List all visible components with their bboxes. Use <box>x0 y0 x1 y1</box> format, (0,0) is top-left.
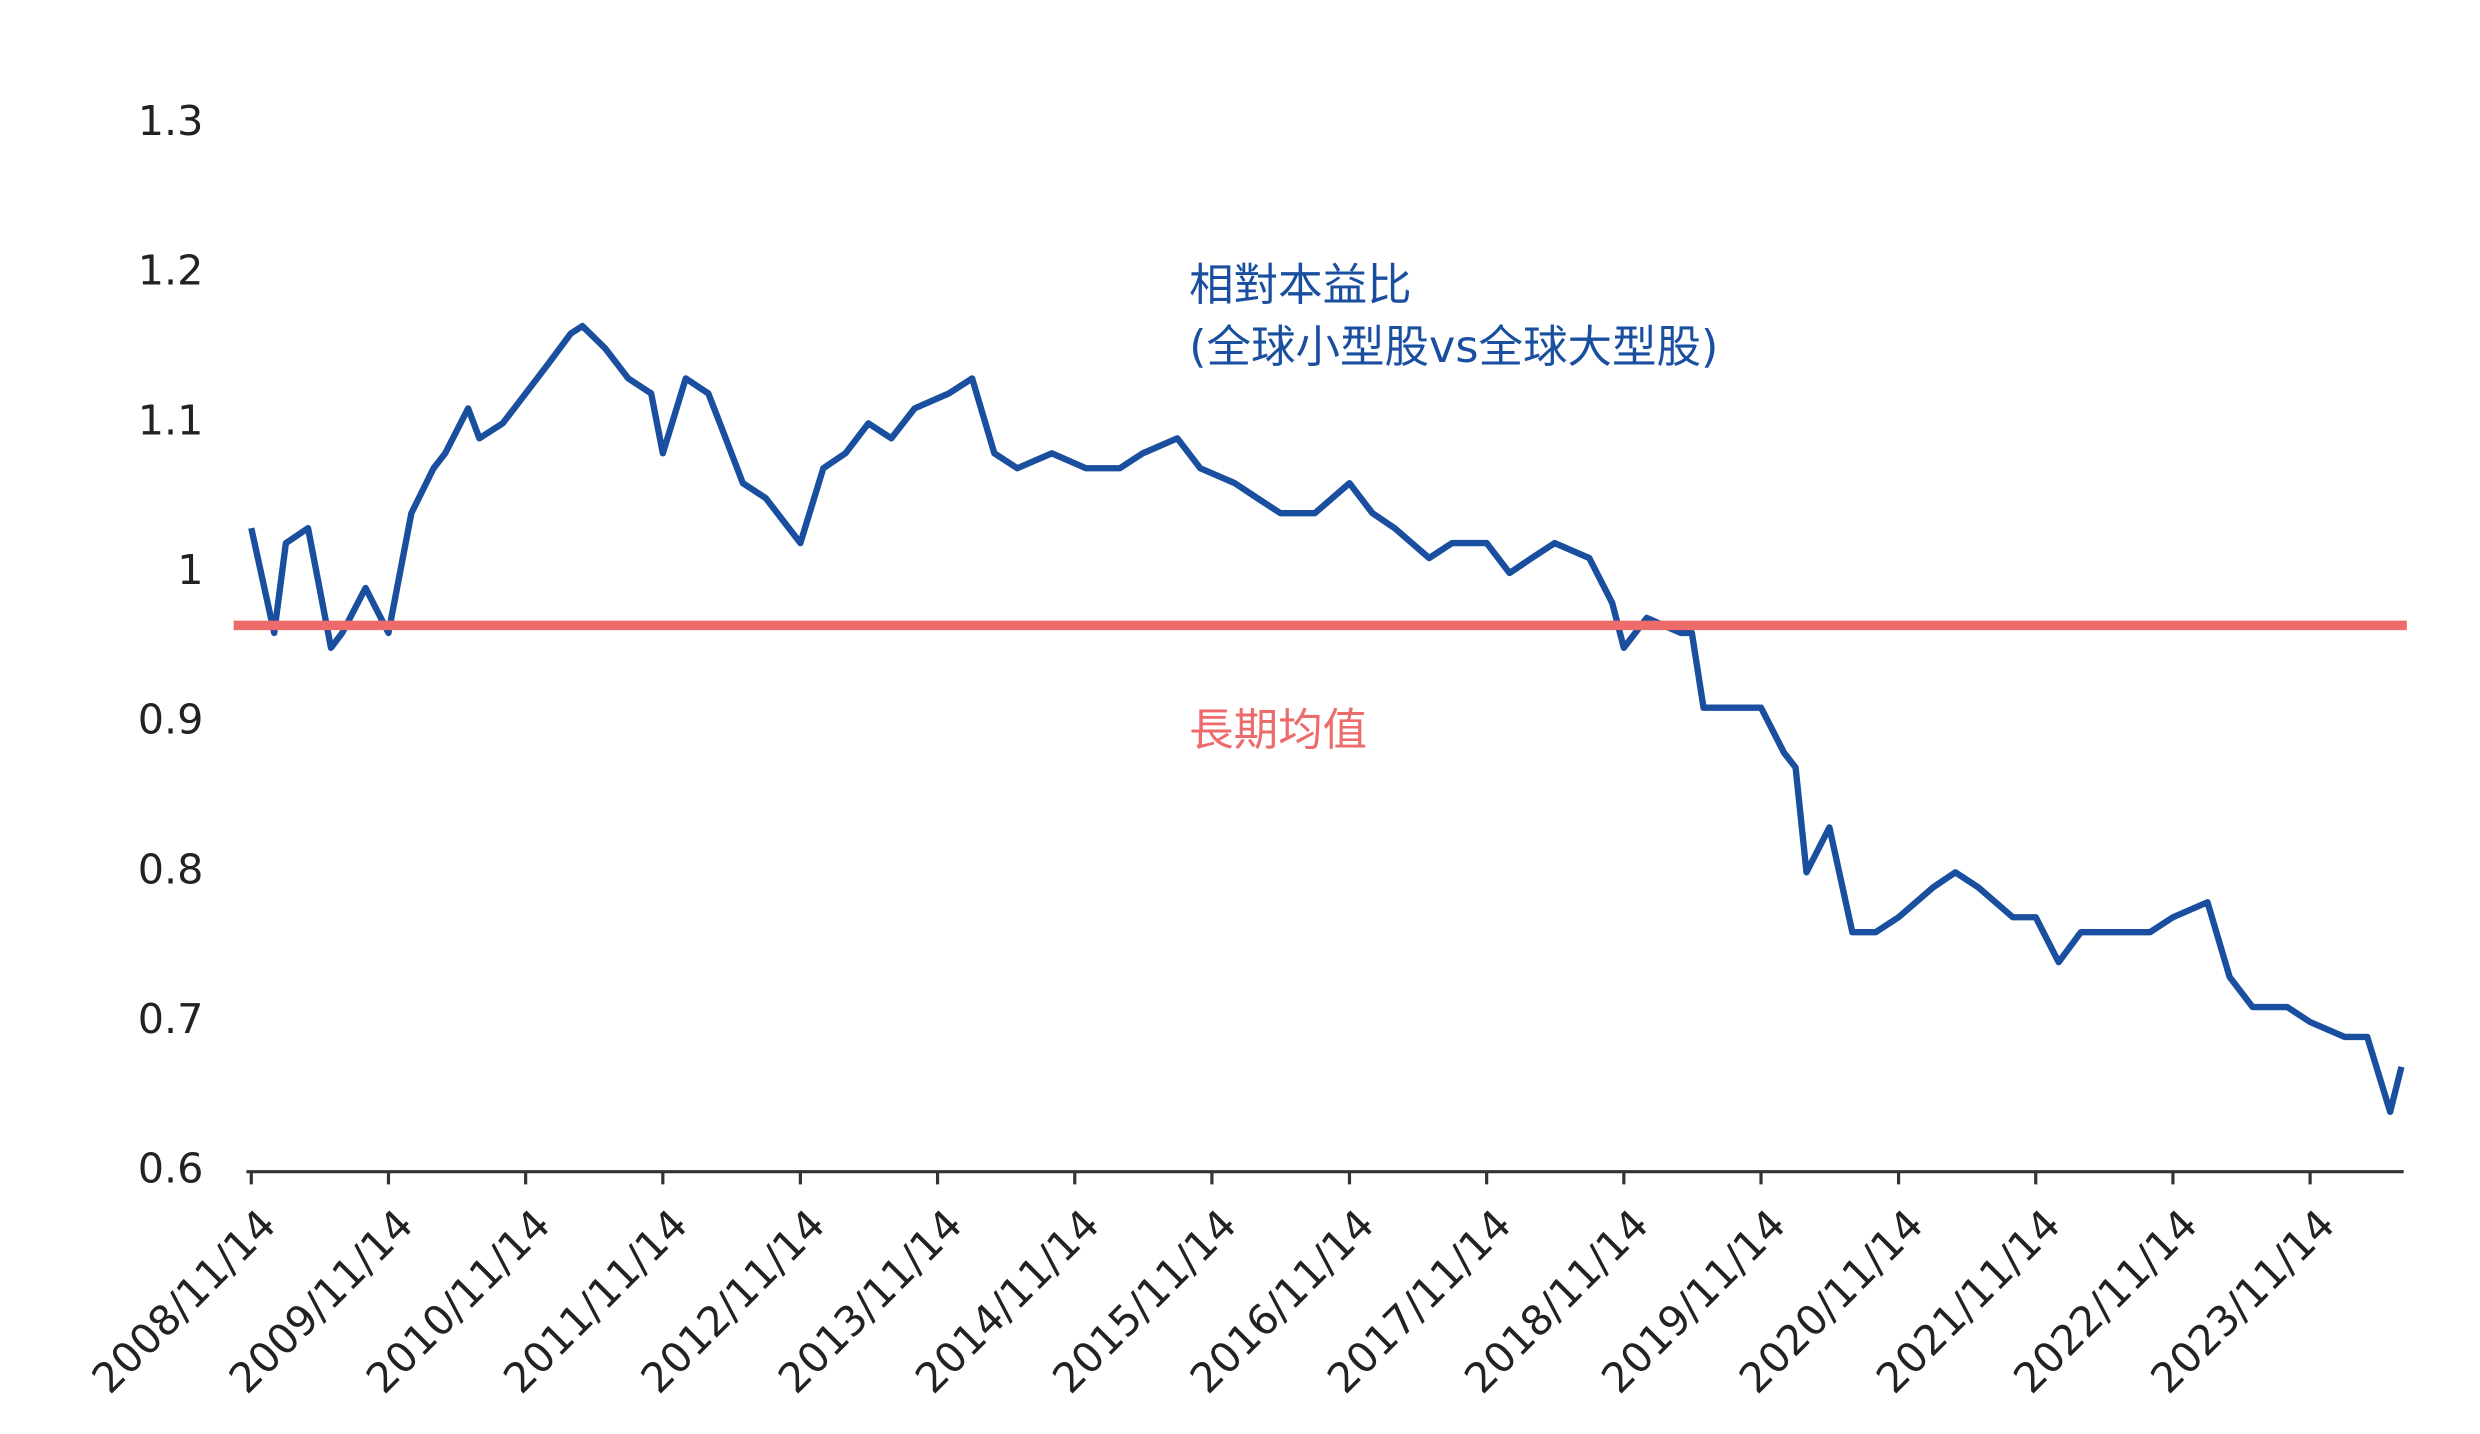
y-tick-label: 0.7 <box>138 995 204 1043</box>
y-tick-label: 1.3 <box>138 97 204 145</box>
reference-label: 長期均值 <box>1189 705 1367 756</box>
y-tick-label: 1 <box>177 546 203 594</box>
y-tick-label: 1.2 <box>138 247 204 295</box>
annotation: 相對本益比 <box>1189 260 1412 311</box>
y-tick-label: 1.1 <box>138 396 204 444</box>
data-line <box>248 322 2405 1115</box>
y-tick-label: 0.8 <box>138 845 204 893</box>
y-tick-label: 0.6 <box>138 1145 204 1193</box>
annotation: (全球小型股vs全球大型股) <box>1189 322 1718 373</box>
y-tick-label: 0.9 <box>138 696 204 744</box>
